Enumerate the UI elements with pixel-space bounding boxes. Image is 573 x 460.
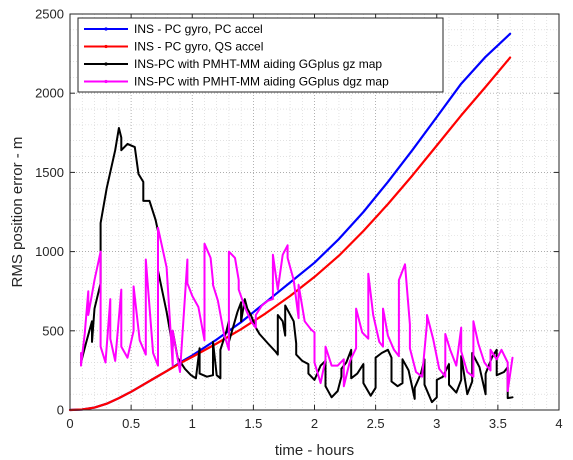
y-tick-label: 0 [57, 403, 64, 418]
legend-marker-3 [104, 62, 108, 66]
y-tick-label: 500 [42, 323, 64, 338]
x-tick-label: 1 [189, 416, 196, 431]
x-tick-label: 0.5 [122, 416, 140, 431]
legend-marker-1 [104, 27, 108, 31]
x-tick-label: 1.5 [244, 416, 262, 431]
legend-entry-2: INS - PC gyro, QS accel [134, 40, 263, 54]
legend-entry-1: INS - PC gyro, PC accel [134, 22, 263, 36]
legend-entry-4: INS-PC with PMHT-MM aiding GGplus dgz ma… [134, 75, 389, 89]
x-tick-label: 0 [66, 416, 73, 431]
tick-labels: 0 0.5 1 1.5 2 2.5 3 3.5 4 0 500 1000 1500 2000 2500 [35, 7, 563, 432]
x-tick-label: 3 [433, 416, 440, 431]
y-tick-label: 1500 [35, 165, 64, 180]
series-layer [68, 32, 514, 412]
y-tick-label: 2500 [35, 7, 64, 22]
legend-entry-3: INS-PC with PMHT-MM aiding GGplus gz map [134, 57, 382, 71]
y-tick-label: 1000 [35, 244, 64, 259]
legend-marker-2 [104, 44, 108, 49]
x-tick-label: 2 [311, 416, 318, 431]
y-tick-label: 2000 [35, 86, 64, 101]
ticks [69, 13, 560, 411]
legend-box [77, 17, 444, 93]
legend-marker-4 [104, 79, 108, 84]
series-line-4 [80, 226, 514, 392]
x-tick-label: 2.5 [367, 416, 385, 431]
legend: INS - PC gyro, PC accel INS - PC gyro, QS… [77, 17, 444, 93]
y-axis-label: RMS position error - m [9, 137, 26, 288]
x-tick-label: 4 [555, 416, 562, 431]
series-line-3 [80, 127, 514, 404]
x-tick-label: 3.5 [489, 416, 507, 431]
x-axis-label: time - hours [275, 442, 354, 459]
